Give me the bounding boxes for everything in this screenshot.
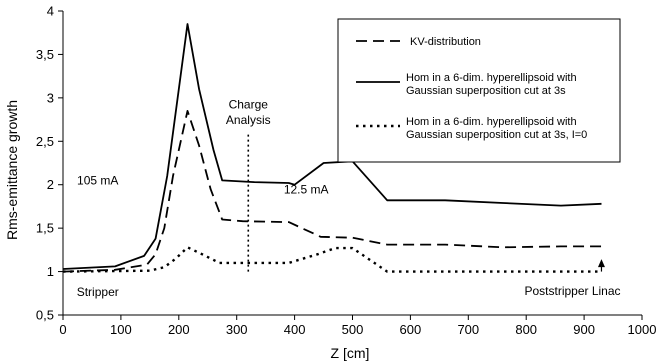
poststripper-arrow-head — [598, 259, 605, 267]
x-tick-label: 700 — [457, 322, 479, 337]
legend-label-hom-i0-wrap: Hom in a 6-dim. hyperellipsoid with Gaus… — [406, 116, 618, 150]
x-tick-label: 300 — [226, 322, 248, 337]
legend-label-hom: Hom in a 6-dim. hyperellipsoid with Gaus… — [406, 72, 618, 98]
annotation-label: Poststripper Linac — [524, 284, 620, 298]
x-tick-label: 200 — [168, 322, 190, 337]
x-tick-label: 0 — [59, 322, 66, 337]
y-tick-label: 1,5 — [36, 221, 54, 236]
x-tick-label: 900 — [573, 322, 595, 337]
x-tick-label: 800 — [515, 322, 537, 337]
y-axis-label: Rms-emittance growth — [4, 100, 20, 240]
legend-label-hom-wrap: Hom in a 6-dim. hyperellipsoid with Gaus… — [406, 72, 618, 106]
y-tick-label: 2,5 — [36, 134, 54, 149]
x-tick-label: 600 — [400, 322, 422, 337]
annotation-label: Analysis — [226, 113, 271, 127]
y-tick-label: 3 — [47, 90, 54, 105]
y-tick-label: 4 — [47, 4, 54, 19]
annotation-label: Stripper — [77, 285, 119, 299]
annotation-label: Charge — [229, 97, 269, 111]
x-tick-label: 100 — [110, 322, 132, 337]
x-tick-label: 500 — [342, 322, 364, 337]
y-tick-label: 2 — [47, 177, 54, 192]
x-tick-label: 1000 — [628, 322, 657, 337]
annotation-label: 12.5 mA — [284, 182, 329, 196]
legend-label-kv: KV-distribution — [410, 36, 481, 48]
series-line-dotted — [63, 247, 602, 271]
legend-label-hom-i0: Hom in a 6-dim. hyperellipsoid with Gaus… — [406, 116, 618, 142]
x-tick-label: 400 — [284, 322, 306, 337]
y-tick-label: 1 — [47, 264, 54, 279]
annotation-label: 105 mA — [77, 174, 118, 188]
y-tick-label: 3,5 — [36, 47, 54, 62]
x-axis-label: Z [cm] — [331, 345, 370, 361]
legend: KV-distribution Hom in a 6-dim. hyperell… — [338, 19, 620, 162]
y-tick-label: 0,5 — [36, 308, 54, 323]
